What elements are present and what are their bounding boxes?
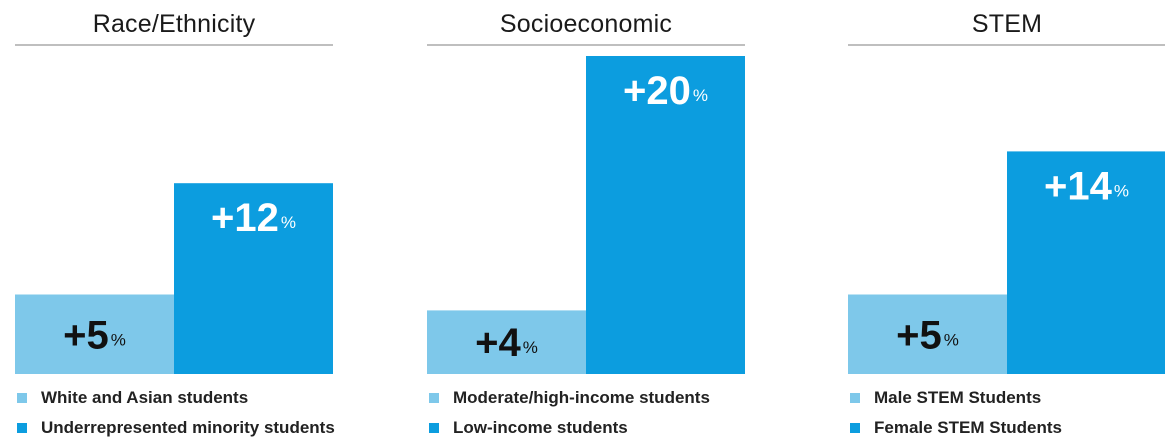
legend: Moderate/high-income students Low-income…: [427, 387, 787, 447]
data-label: +4%: [475, 321, 538, 365]
legend-item: Low-income students: [427, 417, 787, 447]
legend: Male STEM Students Female STEM Students: [848, 387, 1165, 447]
plot-area: +5% +14%: [848, 56, 1165, 374]
bar: [586, 56, 745, 374]
data-label: +5%: [63, 313, 126, 357]
data-label: +14%: [1044, 164, 1129, 208]
chart-title: Socioeconomic: [499, 10, 673, 38]
bar-chart: +5 % +14%: [848, 151, 1165, 374]
bar: [174, 183, 333, 374]
legend-label: Moderate/high-income students: [453, 388, 710, 407]
chart-title: STEM: [971, 10, 1043, 38]
chart-panel-stem: STEM +5% +14% Male STEM Students Female S…: [848, 0, 1165, 443]
bar-chart: +4 % +20%: [427, 56, 745, 374]
data-label: +20%: [623, 69, 708, 113]
title-divider: [427, 44, 745, 46]
chart-panel-socioeconomic: Socioeconomic +4% +20% Moderate/high-inco…: [427, 0, 745, 443]
legend-swatch-dark: [429, 423, 439, 433]
legend-swatch-light: [850, 393, 860, 403]
legend-item: Male STEM Students: [848, 387, 1165, 417]
legend-swatch-light: [17, 393, 27, 403]
legend-label: Low-income students: [453, 418, 628, 437]
legend-swatch-dark: [850, 423, 860, 433]
legend-item: Moderate/high-income students: [427, 387, 787, 417]
data-label: +12%: [211, 196, 296, 240]
legend-swatch-dark: [17, 423, 27, 433]
plot-area: +4% +20%: [427, 56, 745, 374]
plot-area: +5% +12%: [15, 56, 333, 374]
title-divider: [848, 44, 1165, 46]
chart-panel-race-ethnicity: Race/Ethnicity +5% +12% White and Asian s…: [15, 0, 335, 443]
bar: [427, 310, 586, 374]
legend-swatch-light: [429, 393, 439, 403]
bar: [15, 294, 174, 374]
legend-label: Female STEM Students: [874, 418, 1062, 437]
legend-label: Underrepresented minority students: [41, 418, 335, 437]
title-divider: [15, 44, 333, 46]
bar: [1007, 151, 1165, 374]
legend-item: Female STEM Students: [848, 417, 1165, 447]
chart-title: Race/Ethnicity: [92, 10, 256, 38]
legend-label: Male STEM Students: [874, 388, 1042, 407]
data-label: +5%: [896, 313, 959, 357]
bar: [848, 294, 1007, 374]
legend-label: White and Asian students: [41, 388, 249, 407]
legend-item: White and Asian students: [15, 387, 375, 417]
bar-chart: +5 % +12%: [15, 183, 333, 374]
legend-item: Underrepresented minority students: [15, 417, 375, 447]
legend: White and Asian students Underrepresente…: [15, 387, 375, 447]
